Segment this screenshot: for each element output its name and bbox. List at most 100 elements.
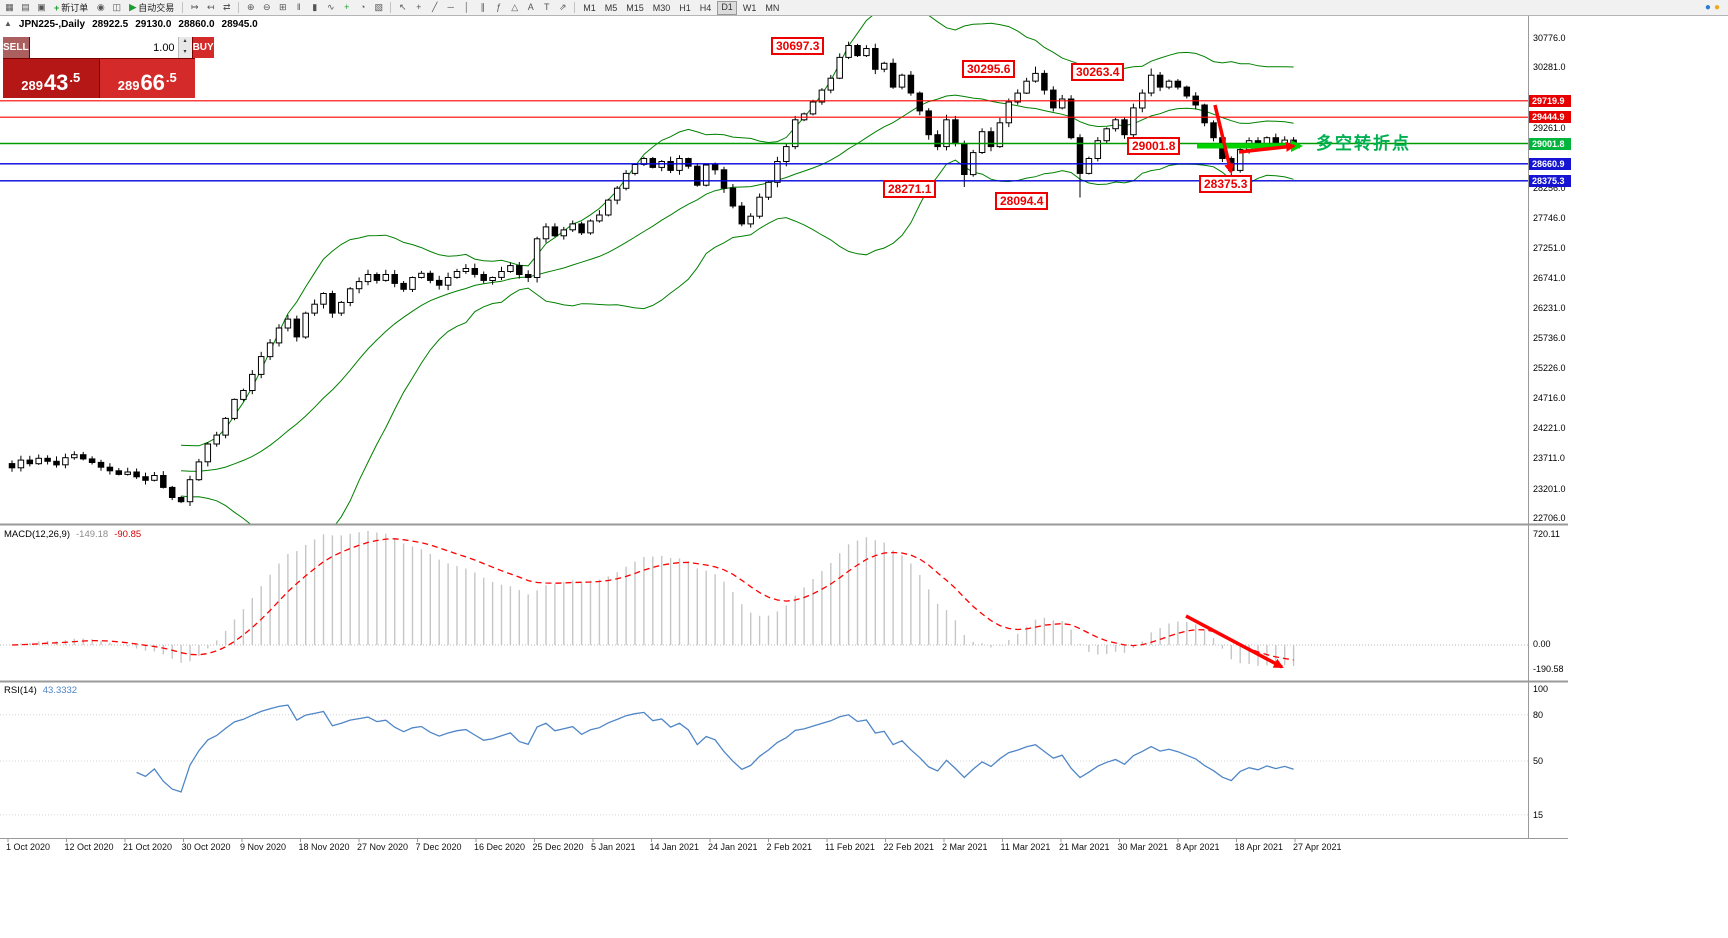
refresh-icon[interactable]: ⇄ [222, 2, 231, 12]
alerts-icon[interactable]: ◉ [96, 2, 105, 12]
plugin-blue-icon[interactable]: ● [1704, 2, 1711, 13]
lot-size-input[interactable] [29, 37, 178, 58]
plugin-yellow-icon[interactable]: ● [1713, 2, 1720, 13]
shapes-icon[interactable]: △ [511, 2, 519, 12]
grid-icon[interactable]: ⊞ [278, 2, 287, 12]
turning-point-label[interactable]: 多空转折点 [1316, 134, 1411, 153]
price-annotation-box[interactable]: 30697.3 [771, 37, 825, 55]
lot-spinner: ▴ ▾ [177, 37, 192, 58]
periods-icon[interactable]: ◔ [360, 2, 366, 12]
date-label: 7 Dec 2020 [415, 842, 462, 852]
date-label: 5 Jan 2021 [591, 842, 636, 852]
price-annotation-box[interactable]: 28375.3 [1199, 175, 1253, 193]
bid-price[interactable]: 289 43.5 [3, 59, 99, 98]
price-tag: 29001.8 [1529, 138, 1571, 150]
date-label: 8 Apr 2021 [1176, 842, 1220, 852]
candle [427, 270, 434, 284]
horizontal-line-icon[interactable]: ─ [447, 2, 454, 12]
new-order-button[interactable]: + 新订单 [50, 1, 92, 14]
timeframe-d1[interactable]: D1 [717, 0, 737, 15]
bid-prefix: 289 [21, 78, 43, 93]
order-ticket-icon[interactable]: ▣ [37, 2, 46, 12]
market-watch-icon[interactable]: ◫ [112, 2, 122, 12]
indicators-icon[interactable]: + [344, 2, 350, 12]
candle [231, 398, 238, 421]
candle [257, 351, 265, 379]
lot-decrease-button[interactable]: ▾ [183, 48, 187, 55]
date-label: 25 Dec 2020 [532, 842, 584, 852]
trend-arrow[interactable] [1185, 614, 1284, 669]
templates-icon[interactable]: ▧ [374, 2, 383, 12]
open-value: 28922.5 [92, 19, 129, 30]
candle [88, 456, 96, 465]
price-annotation-box[interactable]: 29001.8 [1127, 137, 1181, 155]
candle [115, 468, 123, 476]
price-axis[interactable]: 30776.0 30281.0 29261.0 28256.0 27746.0 27251… [1528, 0, 1574, 860]
candle [925, 108, 932, 140]
timeframe-w1[interactable]: W1 [742, 2, 757, 13]
trend-arrow[interactable] [1213, 104, 1235, 174]
trend-arrow[interactable] [1238, 141, 1296, 154]
timeframe-m30[interactable]: M30 [652, 2, 671, 13]
candle [1023, 77, 1030, 94]
buy-button[interactable]: BUY [192, 37, 214, 58]
date-axis[interactable]: 1 Oct 2020 12 Oct 2020 21 Oct 2020 30 Oct 2… [0, 839, 1568, 855]
toolbar-plugins: ● ● [1705, 1, 1726, 14]
chart-canvas[interactable] [0, 0, 1568, 860]
candle [53, 456, 60, 468]
candle [1183, 85, 1191, 99]
timeframe-mn[interactable]: MN [765, 2, 780, 13]
text-icon[interactable]: A [527, 2, 534, 12]
new-chart-icon[interactable]: ▦ [5, 2, 14, 12]
price-annotation-box[interactable]: 28094.4 [995, 192, 1049, 210]
candle [649, 157, 657, 169]
axis-label: 28256.0 [1533, 183, 1566, 193]
timeframe-m15[interactable]: M15 [626, 2, 644, 13]
price-annotation-box[interactable]: 28271.1 [883, 180, 937, 198]
chart-shift-icon[interactable]: ↤ [206, 2, 215, 12]
zoom-in-icon[interactable]: ⊕ [246, 2, 255, 12]
timeframe-m5[interactable]: M5 [604, 2, 618, 13]
channel-icon[interactable]: ∥ [480, 2, 485, 12]
label-icon[interactable]: T [543, 2, 550, 12]
candle [987, 127, 995, 152]
sell-button[interactable]: SELL [3, 37, 29, 58]
ask-price[interactable]: 289 66.5 [99, 59, 195, 98]
line-chart-icon[interactable]: ∿ [326, 2, 335, 12]
auto-scroll-icon[interactable]: ↦ [190, 2, 199, 12]
candle [587, 219, 594, 235]
arrow-tool-icon[interactable]: ⇗ [558, 2, 567, 12]
candle [1130, 103, 1137, 139]
candle [133, 468, 140, 479]
timeframe-h4[interactable]: H4 [699, 2, 712, 13]
zoom-out-icon[interactable]: ⊖ [262, 2, 271, 12]
toolbar-separator [238, 2, 240, 13]
candle [355, 277, 363, 294]
price-annotation-box[interactable]: 30295.6 [962, 60, 1016, 78]
axis-label: 26741.0 [1533, 273, 1566, 283]
axis-label: 100 [1533, 684, 1549, 694]
bar-chart-icon[interactable]: ‖ [296, 2, 301, 12]
candle [658, 160, 665, 172]
price-annotation-box[interactable]: 30263.4 [1071, 63, 1125, 81]
candle [1050, 86, 1057, 112]
candle [1005, 98, 1013, 128]
crosshair-icon[interactable]: + [416, 2, 422, 12]
lot-increase-button[interactable]: ▴ [183, 38, 187, 44]
profiles-icon[interactable]: ▤ [21, 2, 30, 12]
axis-label: 29261.0 [1533, 123, 1566, 133]
vertical-line-icon[interactable]: │ [463, 2, 470, 12]
candlestick-chart-icon[interactable]: ▮ [312, 2, 318, 12]
timeframe-m1[interactable]: M1 [583, 2, 596, 13]
timeframe-h1[interactable]: H1 [679, 2, 691, 13]
date-label: 18 Nov 2020 [298, 842, 350, 852]
candle [738, 202, 746, 227]
candle [17, 455, 25, 472]
trendline-icon[interactable]: ╱ [432, 2, 438, 12]
cursor-icon[interactable]: ↖ [398, 2, 407, 12]
autotrading-button[interactable]: ▶ 自动交易 [125, 1, 178, 14]
candle [240, 388, 247, 402]
bid-big-digits: 43 [43, 70, 69, 95]
fibonacci-icon[interactable]: ƒ [496, 2, 502, 12]
